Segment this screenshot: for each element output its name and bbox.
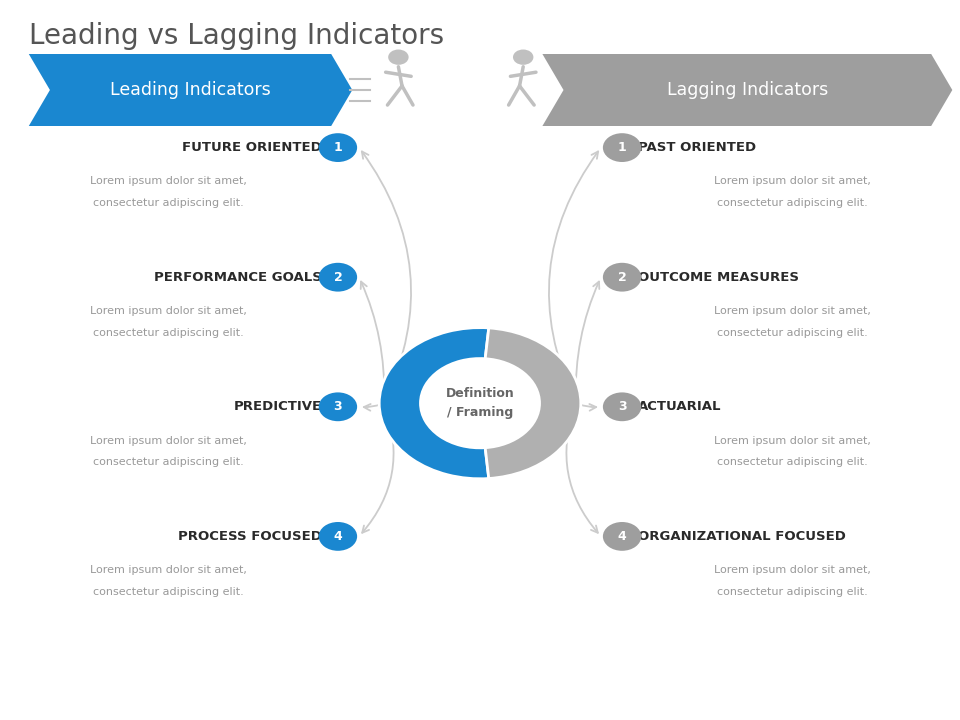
Circle shape [603,392,641,421]
Text: consectetur adipiscing elit.: consectetur adipiscing elit. [92,328,244,338]
Text: Lorem ipsum dolor sit amet,: Lorem ipsum dolor sit amet, [713,176,871,186]
Text: consectetur adipiscing elit.: consectetur adipiscing elit. [92,457,244,467]
Text: PREDICTIVE: PREDICTIVE [233,400,322,413]
Text: consectetur adipiscing elit.: consectetur adipiscing elit. [92,587,244,597]
Text: Lorem ipsum dolor sit amet,: Lorem ipsum dolor sit amet, [713,306,871,316]
Text: 2: 2 [617,271,627,284]
Text: consectetur adipiscing elit.: consectetur adipiscing elit. [716,328,868,338]
Text: PAST ORIENTED: PAST ORIENTED [638,141,756,154]
Text: 1: 1 [333,141,343,154]
Circle shape [513,50,534,65]
Text: 2: 2 [333,271,343,284]
Text: Lagging Indicators: Lagging Indicators [667,81,828,99]
Circle shape [319,263,357,292]
Text: 4: 4 [333,530,343,543]
Polygon shape [542,54,952,126]
Text: Lorem ipsum dolor sit amet,: Lorem ipsum dolor sit amet, [713,565,871,575]
Text: Lorem ipsum dolor sit amet,: Lorem ipsum dolor sit amet, [89,176,247,186]
Polygon shape [29,54,352,126]
Text: ACTUARIAL: ACTUARIAL [638,400,722,413]
Text: 3: 3 [618,400,626,413]
Circle shape [319,522,357,551]
Circle shape [319,392,357,421]
Text: consectetur adipiscing elit.: consectetur adipiscing elit. [716,457,868,467]
Text: FUTURE ORIENTED: FUTURE ORIENTED [181,141,322,154]
Text: consectetur adipiscing elit.: consectetur adipiscing elit. [716,587,868,597]
Text: Lorem ipsum dolor sit amet,: Lorem ipsum dolor sit amet, [89,306,247,316]
Text: ORGANIZATIONAL FOCUSED: ORGANIZATIONAL FOCUSED [638,530,847,543]
Circle shape [603,522,641,551]
Text: / Framing: / Framing [446,406,514,419]
Circle shape [603,263,641,292]
Circle shape [319,133,357,162]
Text: Lorem ipsum dolor sit amet,: Lorem ipsum dolor sit amet, [89,436,247,446]
Text: 1: 1 [617,141,627,154]
Text: consectetur adipiscing elit.: consectetur adipiscing elit. [716,198,868,208]
Text: PROCESS FOCUSED: PROCESS FOCUSED [178,530,322,543]
Circle shape [420,359,540,448]
Text: consectetur adipiscing elit.: consectetur adipiscing elit. [92,198,244,208]
Text: OUTCOME MEASURES: OUTCOME MEASURES [638,271,800,284]
Text: 3: 3 [334,400,342,413]
Text: Definition: Definition [445,387,515,400]
Text: Leading Indicators: Leading Indicators [110,81,271,99]
Wedge shape [379,328,489,479]
Text: 4: 4 [617,530,627,543]
Circle shape [388,50,409,65]
Wedge shape [485,328,581,479]
Text: Lorem ipsum dolor sit amet,: Lorem ipsum dolor sit amet, [89,565,247,575]
Text: Lorem ipsum dolor sit amet,: Lorem ipsum dolor sit amet, [713,436,871,446]
Text: PERFORMANCE GOALS: PERFORMANCE GOALS [154,271,322,284]
Circle shape [603,133,641,162]
Text: Leading vs Lagging Indicators: Leading vs Lagging Indicators [29,22,444,50]
